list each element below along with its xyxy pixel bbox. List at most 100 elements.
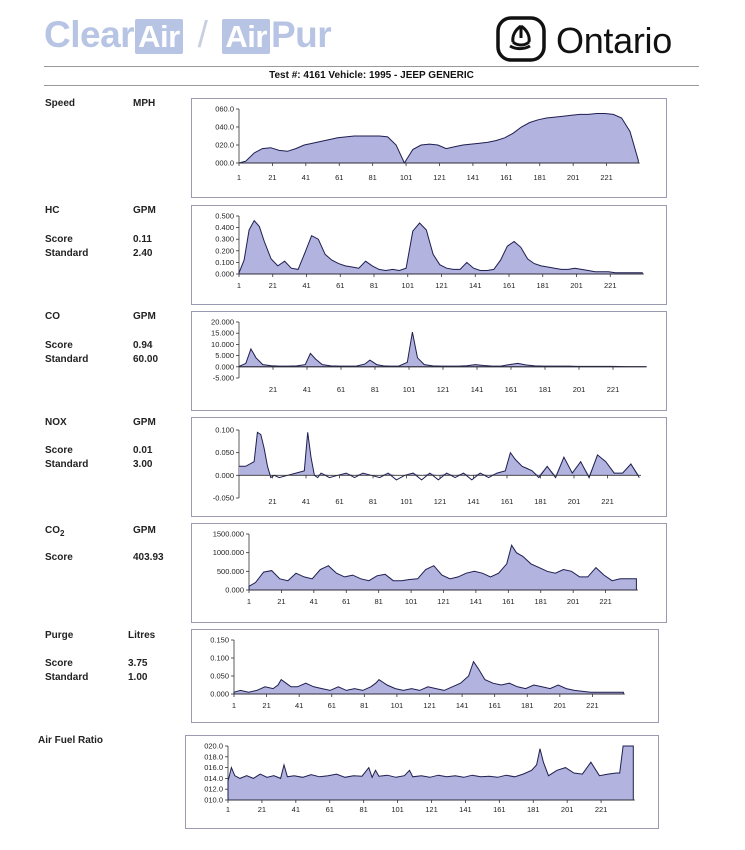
speed-x-tick-label: 121	[433, 173, 446, 182]
afr-x-tick-label: 121	[425, 805, 438, 814]
ontario-trillium-icon	[496, 16, 546, 62]
co-score-value: 0.94	[133, 340, 153, 351]
speed-title: Speed	[45, 98, 76, 109]
nox-score-label: Score	[45, 445, 73, 456]
purge-x-tick-label: 161	[488, 701, 501, 710]
nox-standard-value: 3.00	[133, 459, 153, 470]
purge-standard-label: Standard	[45, 672, 89, 683]
afr-y-tick-label: 016.0	[204, 763, 223, 772]
logo-air-box-2: Air	[222, 19, 270, 54]
speed-y-tick-label: 020.0	[215, 141, 234, 150]
co2-y-tick-label: 0.000	[225, 586, 244, 595]
logo-separator: /	[197, 14, 208, 55]
co2-x-tick-label: 121	[437, 597, 450, 606]
logo-air-box: Air	[135, 19, 183, 54]
ontario-wordmark: Ontario	[556, 20, 672, 61]
co2-y-tick-label: 500.000	[217, 567, 244, 576]
afr-y-tick-label: 012.0	[204, 785, 223, 794]
co2-x-tick-label: 81	[374, 597, 382, 606]
nox-y-tick-label: 0.100	[215, 426, 234, 435]
purge-score-value: 3.75	[128, 658, 148, 669]
afr-y-tick-label: 018.0	[204, 752, 223, 761]
speed-x-tick-label: 41	[302, 173, 310, 182]
purge-x-tick-label: 201	[554, 701, 567, 710]
test-header: Test #: 4161 Vehicle: 1995 - JEEP GENERI…	[44, 66, 699, 86]
purge-y-tick-label: 0.000	[210, 690, 229, 699]
co-unit: GPM	[133, 311, 156, 322]
nox-y-tick-label: -0.050	[213, 494, 234, 503]
afr-x-tick-label: 61	[326, 805, 334, 814]
nox-unit: GPM	[133, 417, 156, 428]
nox-score-value: 0.01	[133, 445, 153, 456]
hc-unit: GPM	[133, 205, 156, 216]
co2-x-tick-label: 41	[310, 597, 318, 606]
purge-x-tick-label: 101	[391, 701, 404, 710]
hc-x-tick-label: 181	[536, 281, 549, 290]
purge-x-tick-label: 21	[262, 701, 270, 710]
co-x-tick-label: 121	[437, 385, 450, 394]
hc-x-tick-label: 61	[336, 281, 344, 290]
afr-x-tick-label: 101	[391, 805, 404, 814]
hc-y-tick-label: 0.200	[215, 246, 234, 255]
co-title: CO	[45, 311, 60, 322]
purge-y-tick-label: 0.100	[210, 654, 229, 663]
speed-y-tick-label: 060.0	[215, 105, 234, 114]
hc-x-tick-label: 121	[435, 281, 448, 290]
purge-standard-value: 1.00	[128, 672, 148, 683]
co2-chart: 0.000 500.000 1000.000 1500.000 1 21 41 61 81 101…	[191, 523, 667, 623]
hc-y-tick-label: 0.400	[215, 223, 234, 232]
co-x-tick-label: 81	[371, 385, 379, 394]
afr-x-tick-label: 1	[226, 805, 230, 814]
nox-series-line	[239, 431, 640, 481]
hc-y-tick-label: 0.300	[215, 235, 234, 244]
speed-x-tick-label: 221	[600, 173, 613, 182]
afr-x-tick-label: 221	[595, 805, 608, 814]
nox-svg: -0.050 0.000 0.050 0.100 21 41 61 81 101 121 141 16…	[213, 426, 641, 506]
co-x-tick-label: 181	[539, 385, 552, 394]
afr-x-tick-label: 201	[561, 805, 574, 814]
co-x-tick-label: 21	[269, 385, 277, 394]
co2-x-tick-label: 181	[534, 597, 547, 606]
nox-x-tick-label: 101	[400, 497, 413, 506]
co-standard-value: 60.00	[133, 354, 159, 365]
co-y-tick-label: 20.000	[211, 318, 234, 327]
nox-x-tick-label: 161	[501, 497, 514, 506]
speed-x-tick-label: 201	[567, 173, 580, 182]
hc-standard-value: 2.40	[133, 248, 153, 259]
afr-x-tick-label: 161	[493, 805, 506, 814]
co-y-tick-label: 0.000	[215, 362, 234, 371]
co2-score-value: 403.93	[133, 552, 164, 563]
logo-pur: Pur	[271, 14, 332, 55]
co-chart: -5.000 0.000 5.000 10.000 15.000 20.000 21 41 61…	[191, 311, 667, 411]
speed-y-tick-label: 040.0	[215, 123, 234, 132]
purge-unit: Litres	[128, 630, 156, 641]
co2-x-tick-label: 221	[599, 597, 612, 606]
speed-unit: MPH	[133, 98, 156, 109]
co-y-tick-label: 5.000	[215, 351, 234, 360]
co2-x-tick-label: 101	[405, 597, 418, 606]
afr-x-tick-label: 181	[527, 805, 540, 814]
hc-score-value: 0.11	[133, 234, 152, 245]
hc-x-tick-label: 201	[570, 281, 583, 290]
hc-x-tick-label: 21	[269, 281, 277, 290]
clearair-logo: Clear Air / Air Pur	[44, 14, 332, 56]
nox-x-tick-label: 221	[601, 497, 614, 506]
hc-x-tick-label: 81	[370, 281, 378, 290]
hc-x-tick-label: 141	[469, 281, 482, 290]
co-x-tick-label: 141	[471, 385, 484, 394]
purge-y-tick-label: 0.150	[210, 636, 229, 645]
purge-x-tick-label: 81	[360, 701, 368, 710]
co2-x-tick-label: 201	[567, 597, 580, 606]
co2-x-tick-label: 1	[247, 597, 251, 606]
co2-unit: GPM	[133, 525, 156, 536]
nox-x-tick-label: 21	[268, 497, 276, 506]
speed-x-tick-label: 161	[500, 173, 513, 182]
speed-x-tick-label: 141	[467, 173, 480, 182]
nox-x-tick-label: 81	[369, 497, 377, 506]
nox-y-tick-label: 0.000	[215, 471, 234, 480]
speed-x-tick-label: 1	[237, 173, 241, 182]
afr-x-tick-label: 21	[258, 805, 266, 814]
